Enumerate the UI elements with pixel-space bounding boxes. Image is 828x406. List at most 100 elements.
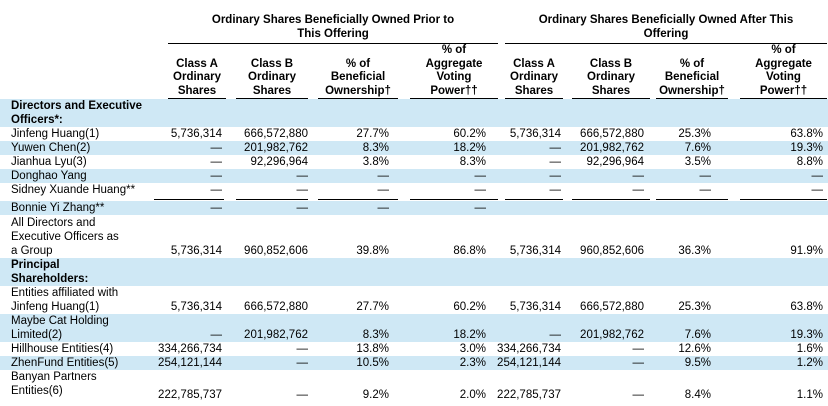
table-cell: 9.5% [684,357,711,369]
table-cell: — [632,170,645,182]
table-cell: 18.2% [453,329,486,341]
table-row: Entities affiliated with Jinfeng Huang(1… [0,286,828,314]
table-cell: — [377,170,390,182]
column-header-text: % of Beneficial Ownership† [325,57,391,97]
column-header-text: Class B Ordinary Shares [248,57,296,97]
table-cell: — [549,184,562,196]
after-offering-group-text: Ordinary Shares Beneficially Owned After… [538,14,794,40]
table-cell: 86.8% [453,245,486,257]
column-header-6: Class B Ordinary Shares [572,44,650,99]
section-rule [318,199,398,200]
table-cell: 666,572,880 [580,128,644,140]
column-header-4: % of Aggregate Voting Power†† [410,44,498,99]
column-header-text: % of Aggregate Voting Power†† [755,44,812,97]
column-header-text: Class A Ordinary Shares [510,57,558,97]
table-cell: — [210,184,223,196]
table-cell: 254,121,144 [497,357,561,369]
table-cell: 3.8% [362,156,389,168]
table-row: Jinfeng Huang(1) 5,736,314 666,572,880 27.7… [0,127,828,141]
table-cell: — [632,389,645,401]
table-cell: — [632,357,645,369]
row-label: Bonnie Yi Zhang** [11,202,105,214]
row-label: Yuwen Chen(2) [11,142,91,154]
table-row: Principal Shareholders: [0,258,828,286]
table-cell: 27.7% [356,128,389,140]
column-header-7: % of Beneficial Ownership† [656,44,728,99]
table-cell: 8.3% [362,329,389,341]
table-cell: — [296,202,309,214]
section-rule [740,199,827,200]
table-cell: 25.3% [678,128,711,140]
table-row: Sidney Xuande Huang** — — — — — — — — [0,183,828,197]
table-cell: — [210,170,223,182]
row-label: Banyan Partners Entities(6) [11,371,97,397]
table-cell: 60.2% [453,128,486,140]
table-cell: — [210,142,223,154]
table-cell: 19.3% [790,329,823,341]
table-cell: 3.5% [684,156,711,168]
table-cell: 91.9% [790,245,823,257]
table-cell: — [811,184,824,196]
table-cell: 960,852,606 [580,245,644,257]
row-label: Directors and Executive Officers*: [11,100,143,126]
table-cell: 10.5% [356,357,389,369]
after-offering-group-header: Ordinary Shares Beneficially Owned After… [505,13,827,44]
column-header-8: % of Aggregate Voting Power†† [740,44,827,99]
table-cell: — [296,343,309,355]
row-label: All Directors and Executive Officers as … [11,217,119,257]
table-cell: 27.7% [356,301,389,313]
table-cell: 63.8% [790,301,823,313]
row-label: Jianhua Lyu(3) [11,156,87,168]
table-cell: — [699,184,712,196]
table-cell: 5,736,314 [170,128,222,140]
section-rule [572,199,650,200]
table-cell: 334,266,734 [497,343,561,355]
section-rule [410,199,498,200]
table-cell: 8.4% [684,389,711,401]
table-cell: 8.3% [459,156,486,168]
prior-offering-group-text: Ordinary Shares Beneficially Owned Prior… [211,14,455,40]
table-cell: 5,736,314 [170,245,222,257]
row-label: Entities affiliated with Jinfeng Huang(1… [11,287,119,313]
table-cell: — [549,156,562,168]
table-cell: — [210,329,223,341]
table-row: Hillhouse Entities(4) 334,266,734 — 13.8% 3.… [0,342,828,356]
table-cell: 36.3% [678,245,711,257]
section-rule [505,199,563,200]
column-header-5: Class A Ordinary Shares [505,44,563,99]
column-header-1: Class A Ordinary Shares [168,44,226,99]
section-rule [236,199,308,200]
table-cell: 5,736,314 [509,128,561,140]
table-cell: 5,736,314 [509,245,561,257]
table-cell: — [632,184,645,196]
table-cell: — [377,202,390,214]
table-row: Maybe Cat Holding Limited(2) — 201,982,762… [0,314,828,342]
table-cell: 960,852,606 [244,245,308,257]
table-cell: — [632,343,645,355]
table-cell: 222,785,737 [497,389,561,401]
table-cell: — [296,357,309,369]
table-cell: 19.3% [790,142,823,154]
column-header-2: Class B Ordinary Shares [236,44,308,99]
table-cell: 1.2% [796,357,823,369]
column-header-text: Class B Ordinary Shares [587,57,635,97]
table-cell: 39.8% [356,245,389,257]
table-cell: — [296,170,309,182]
table-row: ZhenFund Entities(5) 254,121,144 — 10.5% 2.3… [0,356,828,370]
section-rule [656,199,728,200]
table-cell: 1.6% [796,343,823,355]
table-row: Yuwen Chen(2) — 201,982,762 8.3% 18.2% — 201,9… [0,141,828,155]
row-label: Principal Shareholders: [11,259,89,285]
column-header-3: % of Beneficial Ownership† [318,44,398,99]
table-cell: 92,296,964 [586,156,644,168]
table-row: All Directors and Executive Officers as … [0,216,828,258]
table-cell: 13.8% [356,343,389,355]
table-cell: 92,296,964 [250,156,308,168]
table-cell: — [474,202,487,214]
column-header-text: Class A Ordinary Shares [173,57,221,97]
row-label: Sidney Xuande Huang** [11,184,136,196]
table-cell: — [474,184,487,196]
row-label: Jinfeng Huang(1) [11,128,100,140]
table-cell: 63.8% [790,128,823,140]
